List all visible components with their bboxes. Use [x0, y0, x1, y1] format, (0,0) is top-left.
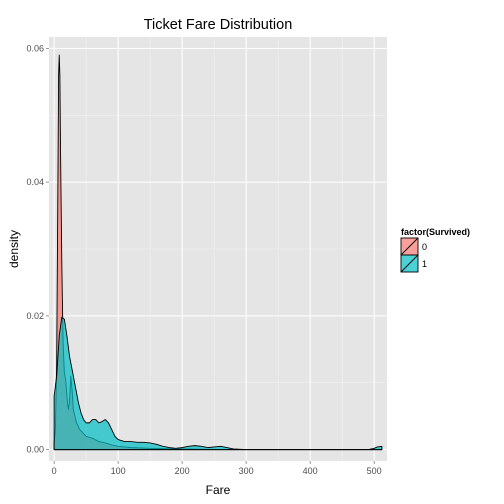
- x-tick-label: 300: [239, 466, 254, 476]
- x-axis: 0 100 200 300 400 500: [52, 461, 382, 476]
- minor-grid: [49, 37, 387, 461]
- density-area-series-1: [53, 316, 383, 451]
- legend-items: 01: [400, 237, 427, 273]
- x-tick-label: 200: [175, 466, 190, 476]
- y-tick-label: 0.06: [26, 43, 44, 53]
- x-tick-label: 100: [111, 466, 126, 476]
- legend-label-1: 1: [422, 259, 427, 269]
- y-axis: 0.00 0.02 0.04 0.06: [26, 43, 49, 455]
- legend-key-diagonal: [400, 254, 419, 273]
- y-axis-title: density: [7, 230, 21, 268]
- chart-title: Ticket Fare Distribution: [144, 17, 293, 33]
- y-tick-label: 0.04: [26, 177, 44, 187]
- x-tick-label: 0: [52, 466, 57, 476]
- legend: factor(Survived) 01: [400, 227, 470, 273]
- legend-key-diagonal: [400, 237, 419, 256]
- x-tick-label: 400: [303, 466, 318, 476]
- legend-label-0: 0: [422, 242, 427, 252]
- legend-item-1: 1: [400, 254, 427, 273]
- series-layer: [53, 54, 383, 451]
- x-tick-label: 500: [367, 466, 382, 476]
- y-tick-label: 0.00: [26, 445, 44, 455]
- legend-title: factor(Survived): [401, 227, 470, 237]
- legend-item-0: 0: [400, 237, 427, 256]
- y-tick-label: 0.02: [26, 311, 44, 321]
- x-axis-title: Fare: [206, 483, 231, 497]
